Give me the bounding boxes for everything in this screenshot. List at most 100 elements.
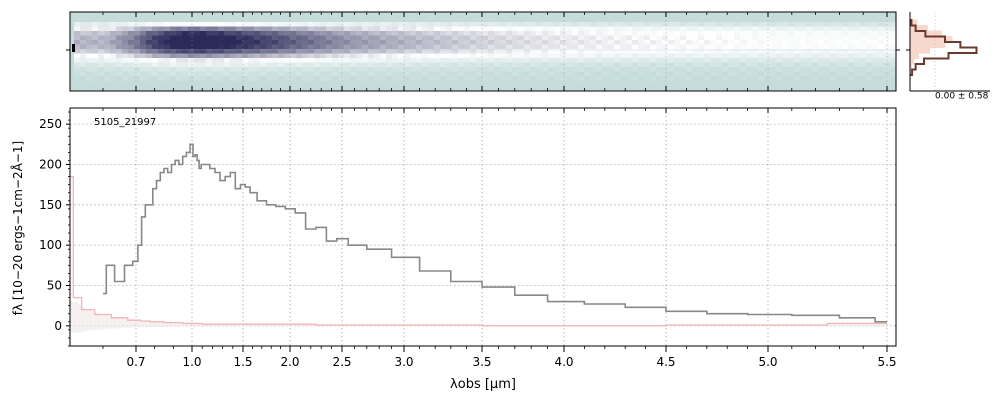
spectrum-2d-pixel	[566, 22, 573, 27]
spectrum-2d-pixel	[170, 35, 177, 41]
spectrum-2d-pixel	[446, 49, 453, 54]
spectrum-2d-pixel	[194, 62, 201, 68]
spectrum-2d-pixel	[308, 71, 315, 77]
spectrum-2d-pixel	[356, 49, 363, 54]
spectrum-2d-pixel	[332, 62, 339, 68]
spectrum-2d-pixel	[578, 71, 585, 77]
spectrum-2d-pixel	[584, 71, 591, 77]
spectrum-2d-pixel	[830, 26, 837, 32]
spectrum-2d-pixel	[578, 67, 585, 72]
spectrum-2d-pixel	[494, 44, 501, 50]
spectrum-2d-pixel	[272, 44, 279, 50]
spectrum-2d-pixel	[314, 26, 321, 32]
spectrum-2d-pixel	[182, 22, 189, 27]
spectrum-2d-pixel	[668, 62, 675, 68]
spectrum-2d-pixel	[884, 53, 891, 59]
spectrum-2d-pixel	[86, 76, 93, 81]
spectrum-2d-pixel	[518, 67, 525, 72]
spectrum-2d-pixel	[872, 58, 879, 63]
spectrum-2d-pixel	[572, 67, 579, 72]
spectrum-2d-pixel	[626, 31, 633, 36]
spectrum-2d-pixel	[440, 71, 447, 77]
spectrum-2d-pixel	[566, 31, 573, 36]
spectrum-2d-pixel	[476, 40, 483, 45]
spectrum-2d-pixel	[302, 62, 309, 68]
spectrum-2d-pixel	[266, 67, 273, 72]
spectrum-2d-pixel	[878, 35, 885, 41]
spectrum-2d-pixel	[116, 53, 123, 59]
spectrum-2d-pixel	[152, 44, 159, 50]
spectrum-2d-pixel	[170, 67, 177, 72]
spectrum-2d-pixel	[788, 26, 795, 32]
x-tick-label: 5.5	[877, 355, 896, 369]
spectrum-2d-pixel	[278, 71, 285, 77]
spectrum-2d-pixel	[866, 71, 873, 77]
spectrum-2d-pixel	[566, 67, 573, 72]
spectrum-2d-pixel	[668, 53, 675, 59]
spectrum-2d-pixel	[176, 62, 183, 68]
spectrum-2d-pixel	[224, 22, 231, 27]
spectrum-2d-pixel	[596, 67, 603, 72]
spectrum-2d-pixel	[122, 40, 129, 45]
spectrum-2d-pixel	[536, 62, 543, 68]
spectrum-2d-pixel	[278, 62, 285, 68]
spectrum-2d-pixel	[236, 71, 243, 77]
spectrum-2d-pixel	[152, 67, 159, 72]
spectrum-2d-pixel	[794, 49, 801, 54]
spectrum-2d-pixel	[476, 71, 483, 77]
spectrum-2d-pixel	[338, 49, 345, 54]
spectrum-2d-pixel	[890, 22, 897, 27]
spectrum-2d-pixel	[722, 67, 729, 72]
spectrum-2d-pixel	[278, 49, 285, 54]
spectrum-2d-pixel	[284, 62, 291, 68]
spectrum-2d-pixel	[176, 22, 183, 27]
spectrum-2d-pixel	[644, 22, 651, 27]
spectrum-2d-pixel	[434, 35, 441, 41]
spectrum-2d-pixel	[500, 49, 507, 54]
spectrum-2d-pixel	[716, 26, 723, 32]
spectrum-2d-pixel	[314, 53, 321, 59]
spectrum-2d-pixel	[842, 49, 849, 54]
spectrum-2d-pixel	[404, 71, 411, 77]
spectrum-2d-pixel	[782, 67, 789, 72]
spectrum-2d-pixel	[602, 40, 609, 45]
spectrum-2d-pixel	[356, 71, 363, 77]
spectrum-2d-pixel	[386, 22, 393, 27]
spectrum-2d-pixel	[692, 49, 699, 54]
spectrum-2d-pixel	[332, 58, 339, 63]
spectrum-2d-pixel	[410, 71, 417, 77]
spectrum-2d-pixel	[764, 40, 771, 45]
spectrum-2d-pixel	[182, 76, 189, 81]
spectrum-2d-pixel	[758, 62, 765, 68]
spectrum-2d-pixel	[692, 35, 699, 41]
spectrum-2d-pixel	[512, 44, 519, 50]
spectrum-2d-pixel	[704, 76, 711, 81]
spectrum-2d-pixel	[332, 40, 339, 45]
spectrum-2d-pixel	[560, 71, 567, 77]
spectrum-2d-pixel	[470, 31, 477, 36]
spectrum-2d-pixel	[308, 31, 315, 36]
spectrum-2d-pixel	[236, 26, 243, 32]
spectrum-2d-pixel	[182, 31, 189, 36]
spectrum-2d-pixel	[104, 26, 111, 32]
spectrum-2d-pixel	[326, 71, 333, 77]
spectrum-2d-pixel	[812, 49, 819, 54]
spectrum-2d-pixel	[206, 22, 213, 27]
spectrum-2d-pixel	[194, 44, 201, 50]
spectrum-2d-pixel	[74, 53, 81, 59]
spectrum-2d-pixel	[86, 44, 93, 50]
spectrum-2d-pixel	[260, 76, 267, 81]
spectrum-2d-pixel	[338, 76, 345, 81]
spectrum-2d-pixel	[542, 58, 549, 63]
spectrum-2d-pixel	[380, 26, 387, 32]
spectrum-2d-pixel	[728, 76, 735, 81]
spectrum-2d-pixel	[818, 53, 825, 59]
x-tick-label: 1.0	[182, 355, 201, 369]
spectrum-2d-pixel	[326, 26, 333, 32]
spectrum-2d-pixel	[236, 62, 243, 68]
spectrum-2d-pixel	[176, 40, 183, 45]
spectrum-2d-pixel	[122, 53, 129, 59]
spectrum-2d-pixel	[434, 71, 441, 77]
spectrum-2d-pixel	[386, 49, 393, 54]
spectrum-2d-pixel	[440, 40, 447, 45]
